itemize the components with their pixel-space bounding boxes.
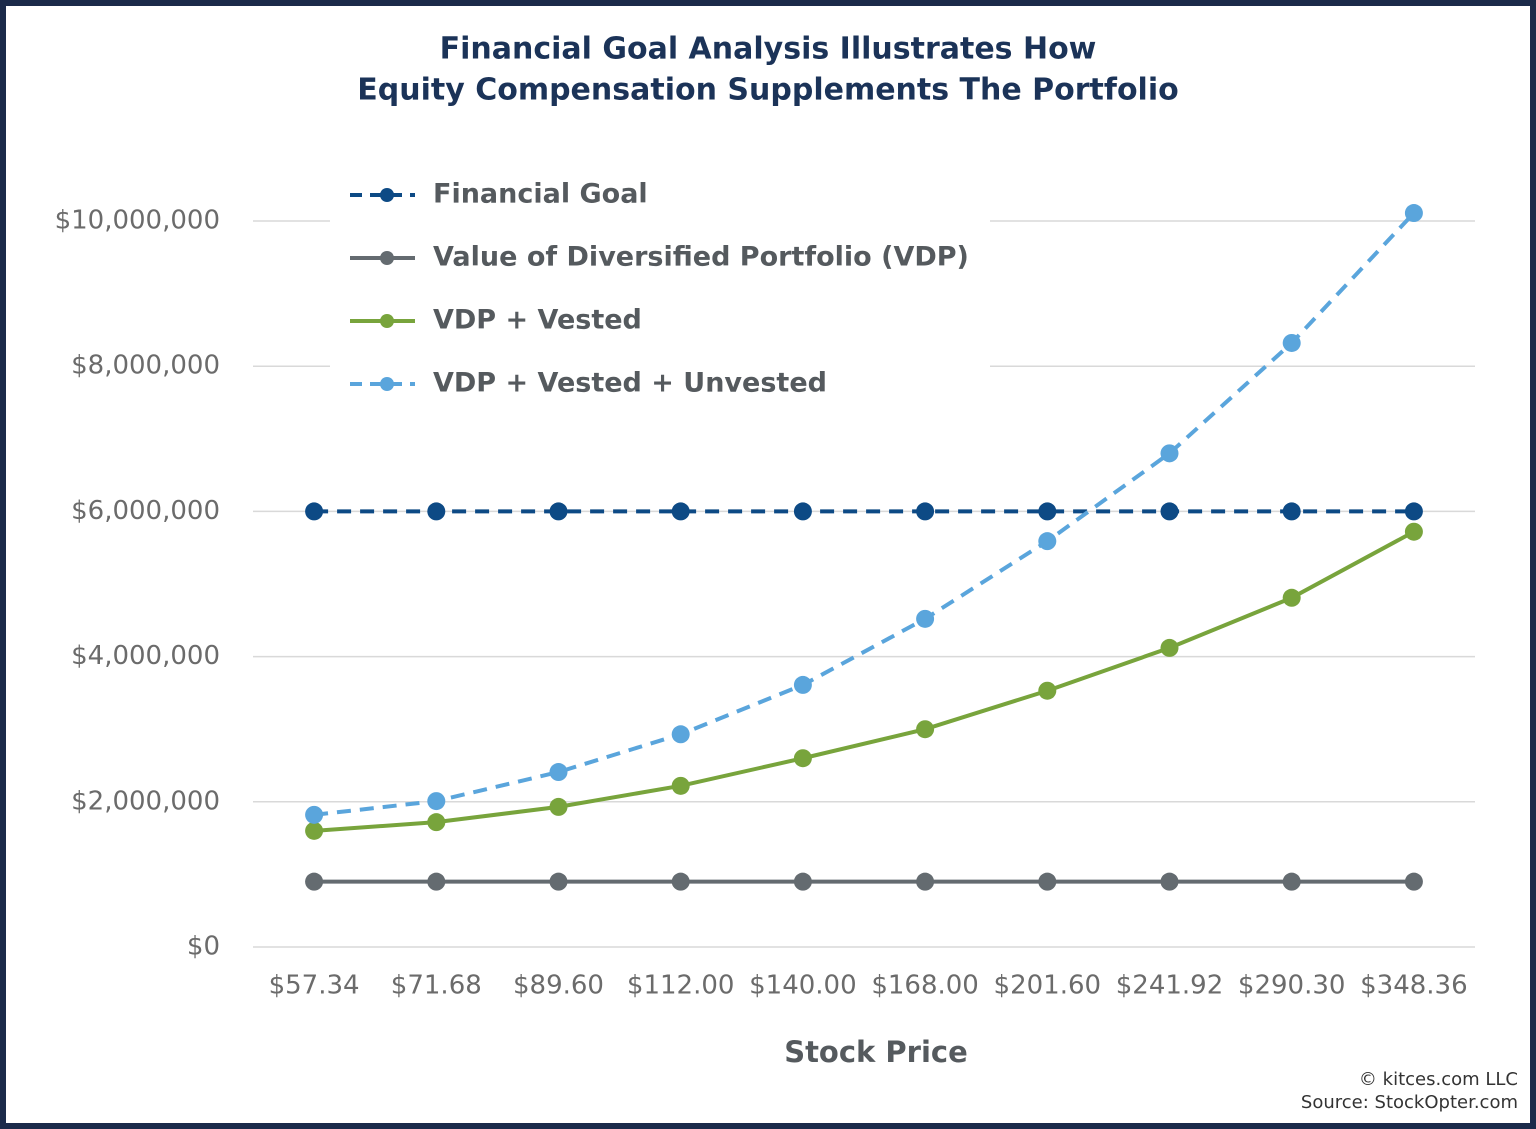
data-point bbox=[305, 821, 324, 840]
x-tick-label: $241.92 bbox=[1116, 971, 1224, 1001]
x-tick-label: $290.30 bbox=[1238, 971, 1346, 1001]
data-point bbox=[1282, 333, 1301, 352]
data-point bbox=[1038, 532, 1057, 551]
data-point bbox=[1160, 872, 1179, 891]
data-point bbox=[1160, 502, 1179, 521]
data-point bbox=[793, 749, 812, 768]
legend-label: VDP + Vested bbox=[433, 305, 642, 336]
data-point bbox=[793, 872, 812, 891]
x-tick-label: $140.00 bbox=[749, 971, 857, 1001]
data-point bbox=[427, 502, 446, 521]
data-point bbox=[1282, 872, 1301, 891]
data-point bbox=[671, 502, 690, 521]
data-point bbox=[671, 872, 690, 891]
data-point bbox=[1038, 681, 1057, 700]
series-line bbox=[313, 529, 1415, 833]
x-axis-label: Stock Price bbox=[784, 1035, 968, 1069]
data-point bbox=[549, 797, 568, 816]
y-tick-label: $4,000,000 bbox=[71, 641, 220, 671]
data-point bbox=[671, 725, 690, 744]
data-point bbox=[549, 872, 568, 891]
x-tick-label: $89.60 bbox=[513, 971, 604, 1001]
y-tick-label: $8,000,000 bbox=[71, 351, 220, 381]
data-point bbox=[793, 502, 812, 521]
y-tick-label: $0 bbox=[187, 932, 220, 962]
x-tick-label: $348.36 bbox=[1360, 971, 1468, 1001]
footnote: © kitces.com LLC bbox=[1359, 1069, 1518, 1090]
data-point bbox=[1404, 522, 1423, 541]
data-point bbox=[671, 776, 690, 795]
data-point bbox=[916, 720, 935, 739]
y-tick-label: $10,000,000 bbox=[55, 206, 220, 236]
data-point bbox=[1038, 872, 1057, 891]
data-point bbox=[427, 872, 446, 891]
legend-label: Value of Diversified Portfolio (VDP) bbox=[433, 242, 969, 273]
legend-marker bbox=[380, 188, 394, 202]
legend-marker bbox=[380, 314, 394, 328]
data-point bbox=[549, 502, 568, 521]
legend-marker bbox=[380, 377, 394, 391]
y-tick-label: $6,000,000 bbox=[71, 496, 220, 526]
data-point bbox=[305, 872, 324, 891]
data-point bbox=[1404, 502, 1423, 521]
data-point bbox=[427, 813, 446, 832]
data-point bbox=[1160, 638, 1179, 657]
data-point bbox=[1038, 502, 1057, 521]
data-point bbox=[1160, 444, 1179, 463]
chart-title: Equity Compensation Supplements The Port… bbox=[357, 73, 1178, 108]
data-point bbox=[427, 792, 446, 811]
x-tick-label: $71.68 bbox=[391, 971, 482, 1001]
data-point bbox=[1282, 588, 1301, 607]
data-point bbox=[305, 805, 324, 824]
data-point bbox=[916, 872, 935, 891]
x-tick-label: $168.00 bbox=[871, 971, 979, 1001]
legend-marker bbox=[380, 251, 394, 265]
y-tick-label: $2,000,000 bbox=[71, 786, 220, 816]
series-line bbox=[313, 211, 1416, 817]
footnote: Source: StockOpter.com bbox=[1301, 1092, 1518, 1113]
legend-label: VDP + Vested + Unvested bbox=[433, 368, 827, 399]
data-point bbox=[916, 609, 935, 628]
x-tick-label: $57.34 bbox=[269, 971, 360, 1001]
data-point bbox=[1404, 872, 1423, 891]
data-point bbox=[1282, 502, 1301, 521]
data-point bbox=[1404, 204, 1423, 223]
x-tick-label: $112.00 bbox=[627, 971, 735, 1001]
data-point bbox=[305, 502, 324, 521]
data-point bbox=[549, 763, 568, 782]
data-point bbox=[916, 502, 935, 521]
chart-title: Financial Goal Analysis Illustrates How bbox=[440, 32, 1097, 67]
x-tick-label: $201.60 bbox=[994, 971, 1102, 1001]
data-point bbox=[793, 675, 812, 694]
legend-label: Financial Goal bbox=[433, 179, 648, 210]
legend-box bbox=[330, 165, 990, 415]
